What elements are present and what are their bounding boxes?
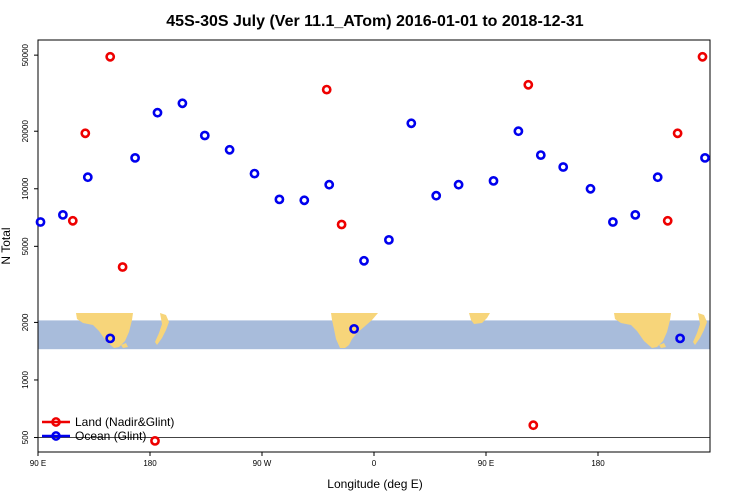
legend-item-land[interactable]: Land (Nadir&Glint)	[42, 415, 174, 429]
data-point-land[interactable]	[528, 420, 539, 431]
data-point-ocean[interactable]	[274, 194, 285, 205]
x-tick-label: 90 E	[30, 459, 46, 468]
data-point-land[interactable]	[67, 215, 78, 226]
data-point-ocean[interactable]	[105, 333, 116, 344]
data-point-land[interactable]	[117, 262, 128, 272]
legend-label-ocean: Ocean (Glint)	[75, 429, 146, 443]
data-point-ocean[interactable]	[488, 175, 499, 186]
data-points	[35, 51, 710, 446]
plot-frame	[37, 39, 711, 453]
data-point-land[interactable]	[523, 79, 534, 90]
data-point-land[interactable]	[80, 128, 91, 139]
x-tick-label: 90 E	[478, 459, 494, 468]
x-tick-label: 0	[372, 459, 377, 468]
y-tick-label: 20000	[21, 120, 30, 143]
data-point-land[interactable]	[697, 51, 708, 62]
map-land-south-america	[331, 313, 378, 348]
map-land-africa	[469, 313, 490, 324]
data-point-ocean[interactable]	[630, 209, 641, 220]
x-axis: 90 E 180 90 W 0 90 E 180	[30, 452, 605, 468]
data-point-ocean[interactable]	[324, 179, 335, 190]
map-band	[38, 313, 710, 350]
data-point-ocean[interactable]	[558, 162, 569, 172]
map-land-tasmania-repeat	[659, 343, 666, 348]
legend-label-land: Land (Nadir&Glint)	[75, 415, 174, 429]
chart-title: 45S-30S July (Ver 11.1_ATom) 2016-01-01 …	[166, 13, 584, 30]
legend-swatch-marker-ocean	[51, 431, 61, 441]
data-point-land[interactable]	[321, 84, 332, 95]
map-ocean	[38, 320, 710, 350]
data-point-ocean[interactable]	[130, 152, 140, 163]
data-point-ocean[interactable]	[199, 130, 210, 141]
data-point-ocean[interactable]	[299, 195, 310, 206]
data-point-ocean[interactable]	[152, 107, 163, 118]
data-point-ocean[interactable]	[700, 152, 710, 163]
y-axis-title: N Total	[0, 227, 13, 264]
data-point-ocean[interactable]	[608, 217, 618, 227]
y-tick-label: 10000	[21, 177, 30, 200]
map-land-new-zealand	[155, 313, 169, 345]
legend-item-ocean[interactable]: Ocean (Glint)	[42, 429, 146, 443]
data-point-ocean[interactable]	[58, 209, 68, 220]
y-tick-label: 500	[21, 430, 30, 444]
data-point-ocean[interactable]	[585, 183, 596, 194]
data-point-ocean[interactable]	[177, 98, 188, 109]
y-tick-label: 2000	[21, 313, 30, 331]
legend: Land (Nadir&Glint) Ocean (Glint)	[42, 415, 174, 443]
map-land-tasmania	[121, 343, 128, 348]
data-point-land[interactable]	[105, 51, 116, 62]
data-point-ocean[interactable]	[383, 234, 394, 245]
map-land-australia-repeat	[614, 313, 671, 348]
data-point-ocean[interactable]	[535, 150, 546, 160]
data-point-ocean[interactable]	[431, 190, 442, 201]
data-point-ocean[interactable]	[453, 179, 464, 190]
data-point-ocean[interactable]	[349, 323, 359, 334]
data-point-ocean[interactable]	[224, 144, 235, 155]
map-land-australia	[76, 313, 133, 348]
data-point-land[interactable]	[662, 215, 673, 226]
y-axis: 500 1000 2000 5000 10000 20000 50000	[21, 43, 38, 444]
x-tick-label: 180	[591, 459, 605, 468]
data-point-ocean[interactable]	[652, 172, 663, 183]
legend-swatch-marker-land	[51, 417, 61, 427]
data-point-ocean[interactable]	[406, 118, 417, 129]
data-point-ocean[interactable]	[513, 126, 524, 137]
y-tick-label: 50000	[21, 43, 30, 66]
map-land-new-zealand-repeat	[693, 313, 707, 345]
data-point-land[interactable]	[150, 435, 160, 446]
data-point-ocean[interactable]	[82, 172, 93, 183]
data-point-ocean[interactable]	[249, 168, 260, 179]
x-tick-label: 90 W	[253, 459, 272, 468]
x-axis-title: Longitude (deg E)	[327, 477, 422, 491]
y-tick-label: 1000	[21, 371, 30, 389]
data-point-land[interactable]	[672, 128, 683, 139]
data-point-ocean[interactable]	[35, 217, 46, 227]
y-tick-label: 5000	[21, 237, 30, 255]
data-point-ocean[interactable]	[675, 333, 685, 344]
x-tick-label: 180	[143, 459, 157, 468]
data-point-ocean[interactable]	[359, 255, 369, 266]
data-point-land[interactable]	[336, 219, 347, 230]
